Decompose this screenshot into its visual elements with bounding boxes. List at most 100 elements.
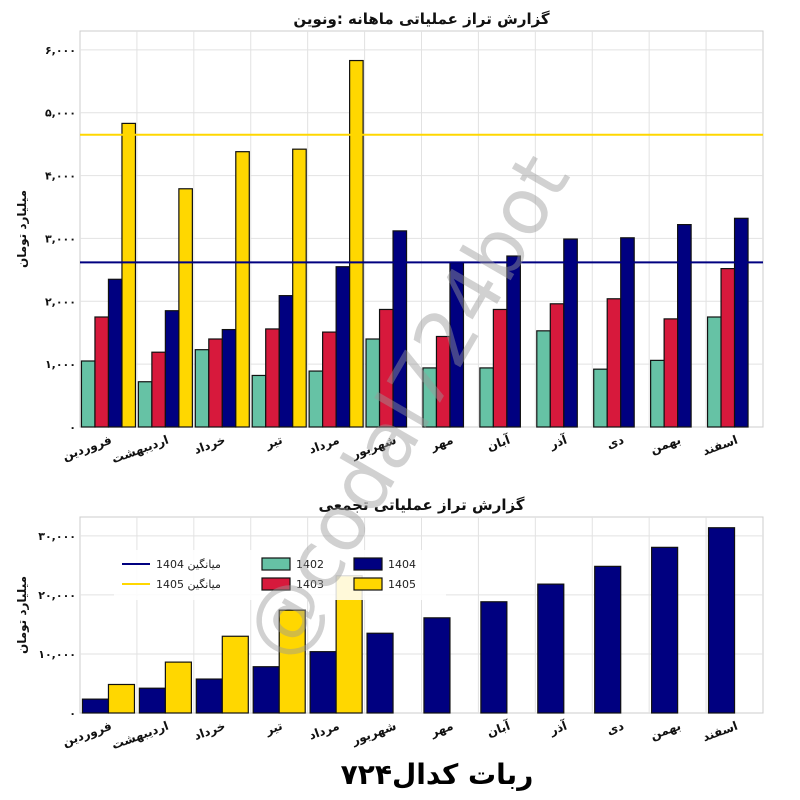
category-label: بهمن bbox=[648, 719, 682, 743]
legend-label: میانگین 1404 bbox=[156, 558, 221, 571]
bar-1404-10 bbox=[651, 546, 679, 714]
bar-1404-8 bbox=[537, 583, 565, 714]
bar-1402-1 bbox=[137, 381, 153, 428]
category-label: تیر bbox=[263, 719, 285, 738]
category-label: اردیبهشت bbox=[110, 433, 171, 466]
category-label: خرداد bbox=[192, 433, 227, 457]
legend-label: 1403 bbox=[296, 578, 324, 591]
bar-1405-1 bbox=[164, 661, 192, 714]
category-label: فروردین bbox=[61, 719, 114, 751]
bar-1404-0 bbox=[81, 698, 110, 714]
bar-1402-0 bbox=[80, 360, 96, 428]
bar-1404-1 bbox=[164, 310, 180, 428]
category-label: شهریور bbox=[349, 719, 398, 749]
bar-1403-0 bbox=[94, 316, 110, 428]
y-axis-label: میلیارد تومان bbox=[15, 576, 30, 654]
category-label: تیر bbox=[263, 433, 285, 452]
legend-swatch-box bbox=[261, 557, 291, 571]
bar-1402-4 bbox=[308, 370, 324, 428]
bar-1404-0 bbox=[107, 278, 123, 428]
y-tick-label: ۳,۰۰۰ bbox=[45, 232, 76, 245]
bar-1404-9 bbox=[594, 565, 622, 714]
bar-1402-10 bbox=[650, 359, 665, 428]
bar-1404-7 bbox=[480, 601, 508, 714]
y-axis-label: میلیارد تومان bbox=[15, 190, 30, 268]
y-tick-label: ۶,۰۰۰ bbox=[45, 44, 76, 57]
legend: میانگین 1404 میانگین 1405 1402 1403 1404 1405 bbox=[114, 550, 446, 600]
category-label: مرداد bbox=[307, 719, 341, 743]
category-label: آذر bbox=[547, 431, 570, 452]
bar-1402-2 bbox=[194, 349, 210, 428]
bar-1404-2 bbox=[221, 328, 237, 428]
y-tick-label: ۴,۰۰۰ bbox=[45, 170, 76, 183]
category-label: خرداد bbox=[192, 719, 227, 743]
bar-1404-5 bbox=[392, 230, 408, 428]
bar-1403-9 bbox=[606, 298, 622, 428]
bar-1403-8 bbox=[549, 303, 565, 428]
bar-1404-3 bbox=[252, 666, 280, 714]
bar-1404-1 bbox=[138, 687, 166, 714]
category-label: اردیبهشت bbox=[110, 719, 171, 752]
bar-1403-2 bbox=[208, 338, 223, 428]
category-label: مهر bbox=[428, 719, 455, 740]
y-tick-label: ۲,۰۰۰ bbox=[45, 295, 76, 308]
legend-label: 1404 bbox=[388, 558, 416, 571]
bar-1405-3 bbox=[278, 609, 306, 714]
y-tick-label: ۳۰,۰۰۰ bbox=[38, 530, 76, 543]
legend-label: 1405 bbox=[388, 578, 416, 591]
bar-1405-2 bbox=[221, 635, 249, 714]
bar-1405-0 bbox=[121, 122, 137, 428]
bar-1402-3 bbox=[251, 374, 267, 428]
bar-1404-9 bbox=[620, 237, 635, 428]
bar-1402-7 bbox=[479, 367, 494, 428]
bar-1403-1 bbox=[151, 351, 166, 428]
category-label: فروردین bbox=[61, 433, 114, 465]
footer-title: ربات کدال۷۲۴ bbox=[341, 758, 534, 791]
y-tick-label: ۱,۰۰۰ bbox=[45, 358, 76, 371]
bar-1404-11 bbox=[733, 217, 749, 428]
bar-1403-11 bbox=[720, 268, 736, 428]
category-label: آذر bbox=[547, 717, 570, 738]
category-label: بهمن bbox=[648, 433, 682, 457]
bar-1405-3 bbox=[292, 148, 307, 428]
category-label: اسفند bbox=[701, 433, 740, 459]
bar-1402-11 bbox=[706, 316, 722, 428]
bar-1404-3 bbox=[278, 295, 294, 428]
bar-1404-4 bbox=[309, 651, 337, 714]
category-label: دی bbox=[605, 719, 626, 738]
y-tick-label: ۰ bbox=[69, 421, 76, 434]
bar-1404-10 bbox=[677, 224, 692, 428]
category-label: آبان bbox=[485, 717, 513, 739]
cumulative-chart: ۰ ۱۰,۰۰۰ ۲۰,۰۰۰ ۳۰,۰۰۰ گزارش تراز عملیاتی تج… bbox=[15, 496, 764, 752]
legend-swatch-box bbox=[261, 577, 291, 591]
bar-1403-4 bbox=[322, 331, 337, 428]
category-label: آبان bbox=[485, 431, 513, 453]
legend-label: میانگین 1405 bbox=[156, 578, 221, 591]
y-tick-label: ۵,۰۰۰ bbox=[45, 107, 76, 120]
bar-1405-2 bbox=[235, 151, 250, 428]
chart-title: گزارش تراز عملیاتی ماهانه :ونوین bbox=[293, 10, 550, 28]
y-tick-label: ۲۰,۰۰۰ bbox=[38, 589, 76, 602]
bar-1405-4 bbox=[349, 59, 364, 428]
category-label: اسفند bbox=[701, 719, 740, 745]
legend-swatch-box bbox=[353, 557, 383, 571]
bar-1402-9 bbox=[593, 368, 608, 428]
bar-1404-6 bbox=[423, 617, 451, 714]
bar-1404-4 bbox=[335, 266, 351, 428]
bar-1404-2 bbox=[195, 678, 223, 714]
bar-1404-7 bbox=[506, 255, 521, 428]
category-label: دی bbox=[605, 433, 626, 452]
bar-1403-3 bbox=[265, 328, 280, 428]
legend-label: 1402 bbox=[296, 558, 324, 571]
legend-swatch-box bbox=[353, 577, 383, 591]
bar-1404-8 bbox=[563, 238, 578, 428]
bar-1404-5 bbox=[366, 632, 394, 714]
y-tick-label: ۱۰,۰۰۰ bbox=[38, 648, 76, 661]
chart-title: گزارش تراز عملیاتی تجمعی bbox=[318, 496, 524, 514]
bar-1404-11 bbox=[707, 527, 736, 714]
bar-1405-1 bbox=[178, 188, 193, 428]
bar-1405-0 bbox=[107, 683, 136, 714]
bar-1403-10 bbox=[663, 318, 679, 428]
bar-1402-8 bbox=[536, 330, 551, 428]
